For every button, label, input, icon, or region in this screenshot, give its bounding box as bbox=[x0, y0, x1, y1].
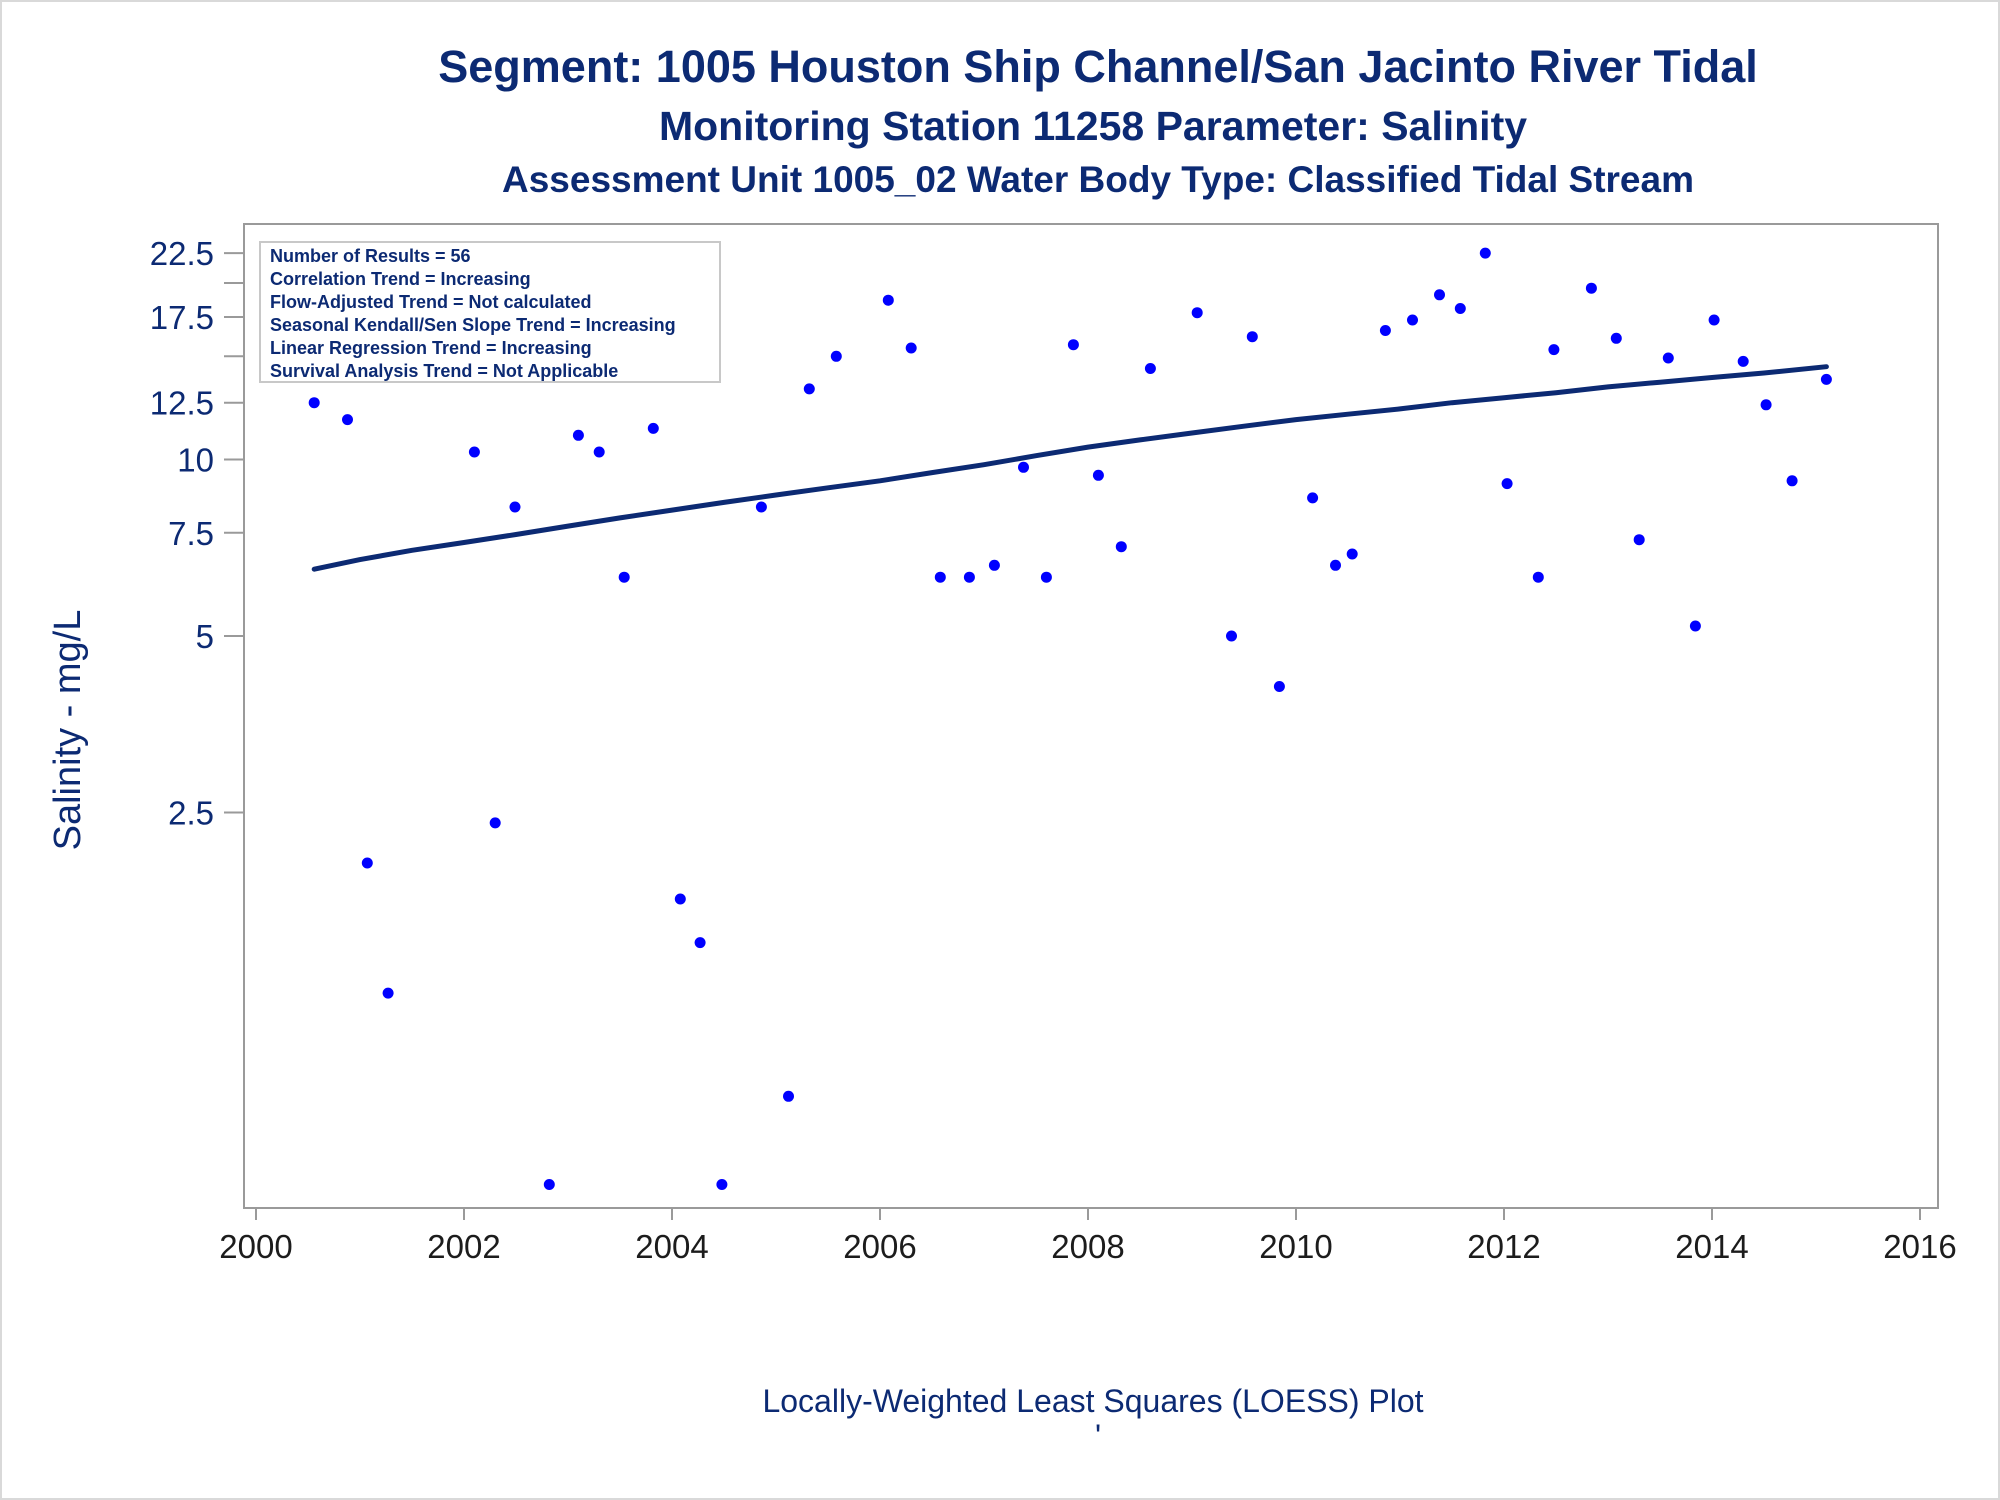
data-point bbox=[1708, 314, 1720, 326]
trend-summary-border bbox=[259, 241, 721, 383]
x-tick-label: 2004 bbox=[635, 1228, 708, 1265]
data-point bbox=[489, 817, 501, 829]
trend-summary-line: Correlation Trend = Increasing bbox=[270, 269, 531, 289]
data-point bbox=[543, 1179, 555, 1190]
data-point bbox=[1479, 247, 1491, 259]
y-tick-label: 12.5 bbox=[150, 385, 214, 422]
data-point bbox=[905, 342, 917, 354]
data-point bbox=[618, 571, 630, 583]
data-point bbox=[674, 893, 686, 905]
data-point bbox=[1226, 630, 1237, 642]
trend-summary-line: Flow-Adjusted Trend = Not calculated bbox=[270, 292, 592, 312]
data-point bbox=[1379, 325, 1391, 336]
data-point bbox=[882, 294, 894, 306]
data-point bbox=[1246, 331, 1258, 343]
data-point bbox=[830, 350, 842, 362]
y-tick-label: 2.5 bbox=[168, 794, 214, 831]
data-point bbox=[1330, 559, 1341, 571]
trend-summary-line: Seasonal Kendall/Sen Slope Trend = Incre… bbox=[270, 315, 676, 335]
plot-footnote: Locally-Weighted Least Squares (LOESS) P… bbox=[762, 1383, 1423, 1419]
data-point bbox=[1585, 282, 1597, 294]
data-point bbox=[468, 446, 480, 458]
x-tick-label: 2000 bbox=[219, 1228, 292, 1265]
x-tick-label: 2008 bbox=[1051, 1228, 1124, 1265]
data-point bbox=[1191, 307, 1203, 319]
data-point bbox=[755, 501, 767, 513]
x-tick-label: 2016 bbox=[1883, 1228, 1956, 1265]
trend-summary-line: Number of Results = 56 bbox=[270, 246, 471, 266]
data-point bbox=[1786, 475, 1798, 487]
data-point bbox=[361, 857, 373, 869]
data-point bbox=[934, 571, 946, 583]
data-point bbox=[1760, 399, 1772, 411]
x-tick-label: 2006 bbox=[843, 1228, 916, 1265]
data-point bbox=[1346, 548, 1358, 560]
y-tick-label: 5 bbox=[196, 618, 214, 655]
data-point bbox=[1689, 620, 1701, 632]
y-tick-label: 22.5 bbox=[150, 235, 214, 272]
data-point bbox=[572, 429, 584, 441]
data-point bbox=[509, 501, 521, 513]
x-tick-label: 2014 bbox=[1675, 1228, 1748, 1265]
data-point bbox=[1144, 363, 1156, 374]
data-point bbox=[647, 422, 659, 434]
data-point bbox=[1092, 469, 1104, 481]
data-point bbox=[963, 571, 975, 583]
y-tick-label: 7.5 bbox=[168, 515, 214, 552]
data-point bbox=[1307, 492, 1319, 504]
data-point bbox=[1633, 534, 1645, 546]
data-point bbox=[716, 1179, 728, 1190]
x-tick-label: 2010 bbox=[1259, 1228, 1332, 1265]
chart-title: Segment: 1005 Houston Ship Channel/San J… bbox=[438, 41, 1757, 92]
x-tick-label: 2002 bbox=[427, 1228, 500, 1265]
trend-summary-box: Number of Results = 56 Correlation Trend… bbox=[259, 241, 721, 383]
data-point bbox=[1040, 571, 1052, 583]
data-point bbox=[694, 937, 706, 949]
trend-summary-line: Survival Analysis Trend = Not Applicable bbox=[270, 361, 618, 381]
data-point bbox=[1820, 373, 1832, 385]
trend-summary-line: Linear Regression Trend = Increasing bbox=[270, 338, 592, 358]
data-point bbox=[342, 414, 353, 426]
chart-subtitle: Monitoring Station 11258 Parameter: Sali… bbox=[659, 103, 1527, 149]
plot-footnote-mark: ' bbox=[1095, 1418, 1101, 1454]
plot-area: 2000 2002 2004 2006 2008 2010 2012 2014 2016 22.5… bbox=[150, 223, 1957, 1265]
data-point bbox=[1067, 339, 1079, 351]
data-point bbox=[382, 987, 394, 999]
x-tick-label: 2012 bbox=[1467, 1228, 1540, 1265]
loess-trend-line bbox=[311, 364, 1829, 572]
data-point bbox=[593, 446, 605, 458]
data-point bbox=[1610, 332, 1622, 344]
data-point bbox=[308, 397, 320, 409]
plot-border bbox=[243, 223, 1939, 1209]
data-point bbox=[1532, 571, 1544, 583]
data-point bbox=[1454, 303, 1466, 314]
data-point bbox=[1434, 289, 1445, 301]
data-point bbox=[1501, 478, 1513, 490]
data-point bbox=[783, 1090, 794, 1102]
data-point bbox=[1548, 344, 1560, 356]
data-point bbox=[1018, 461, 1029, 473]
data-point bbox=[1737, 355, 1749, 367]
y-tick-label: 10 bbox=[177, 442, 214, 479]
data-point bbox=[1407, 314, 1418, 326]
data-point bbox=[988, 559, 1000, 571]
data-point bbox=[1662, 352, 1674, 364]
data-point bbox=[1115, 541, 1127, 553]
data-point bbox=[803, 383, 815, 395]
y-axis-label: Salinity - mg/L bbox=[47, 610, 89, 851]
y-tick-label: 17.5 bbox=[150, 299, 214, 336]
chart-subtitle-2: Assessment Unit 1005_02 Water Body Type:… bbox=[502, 159, 1694, 200]
data-point bbox=[1273, 681, 1285, 692]
